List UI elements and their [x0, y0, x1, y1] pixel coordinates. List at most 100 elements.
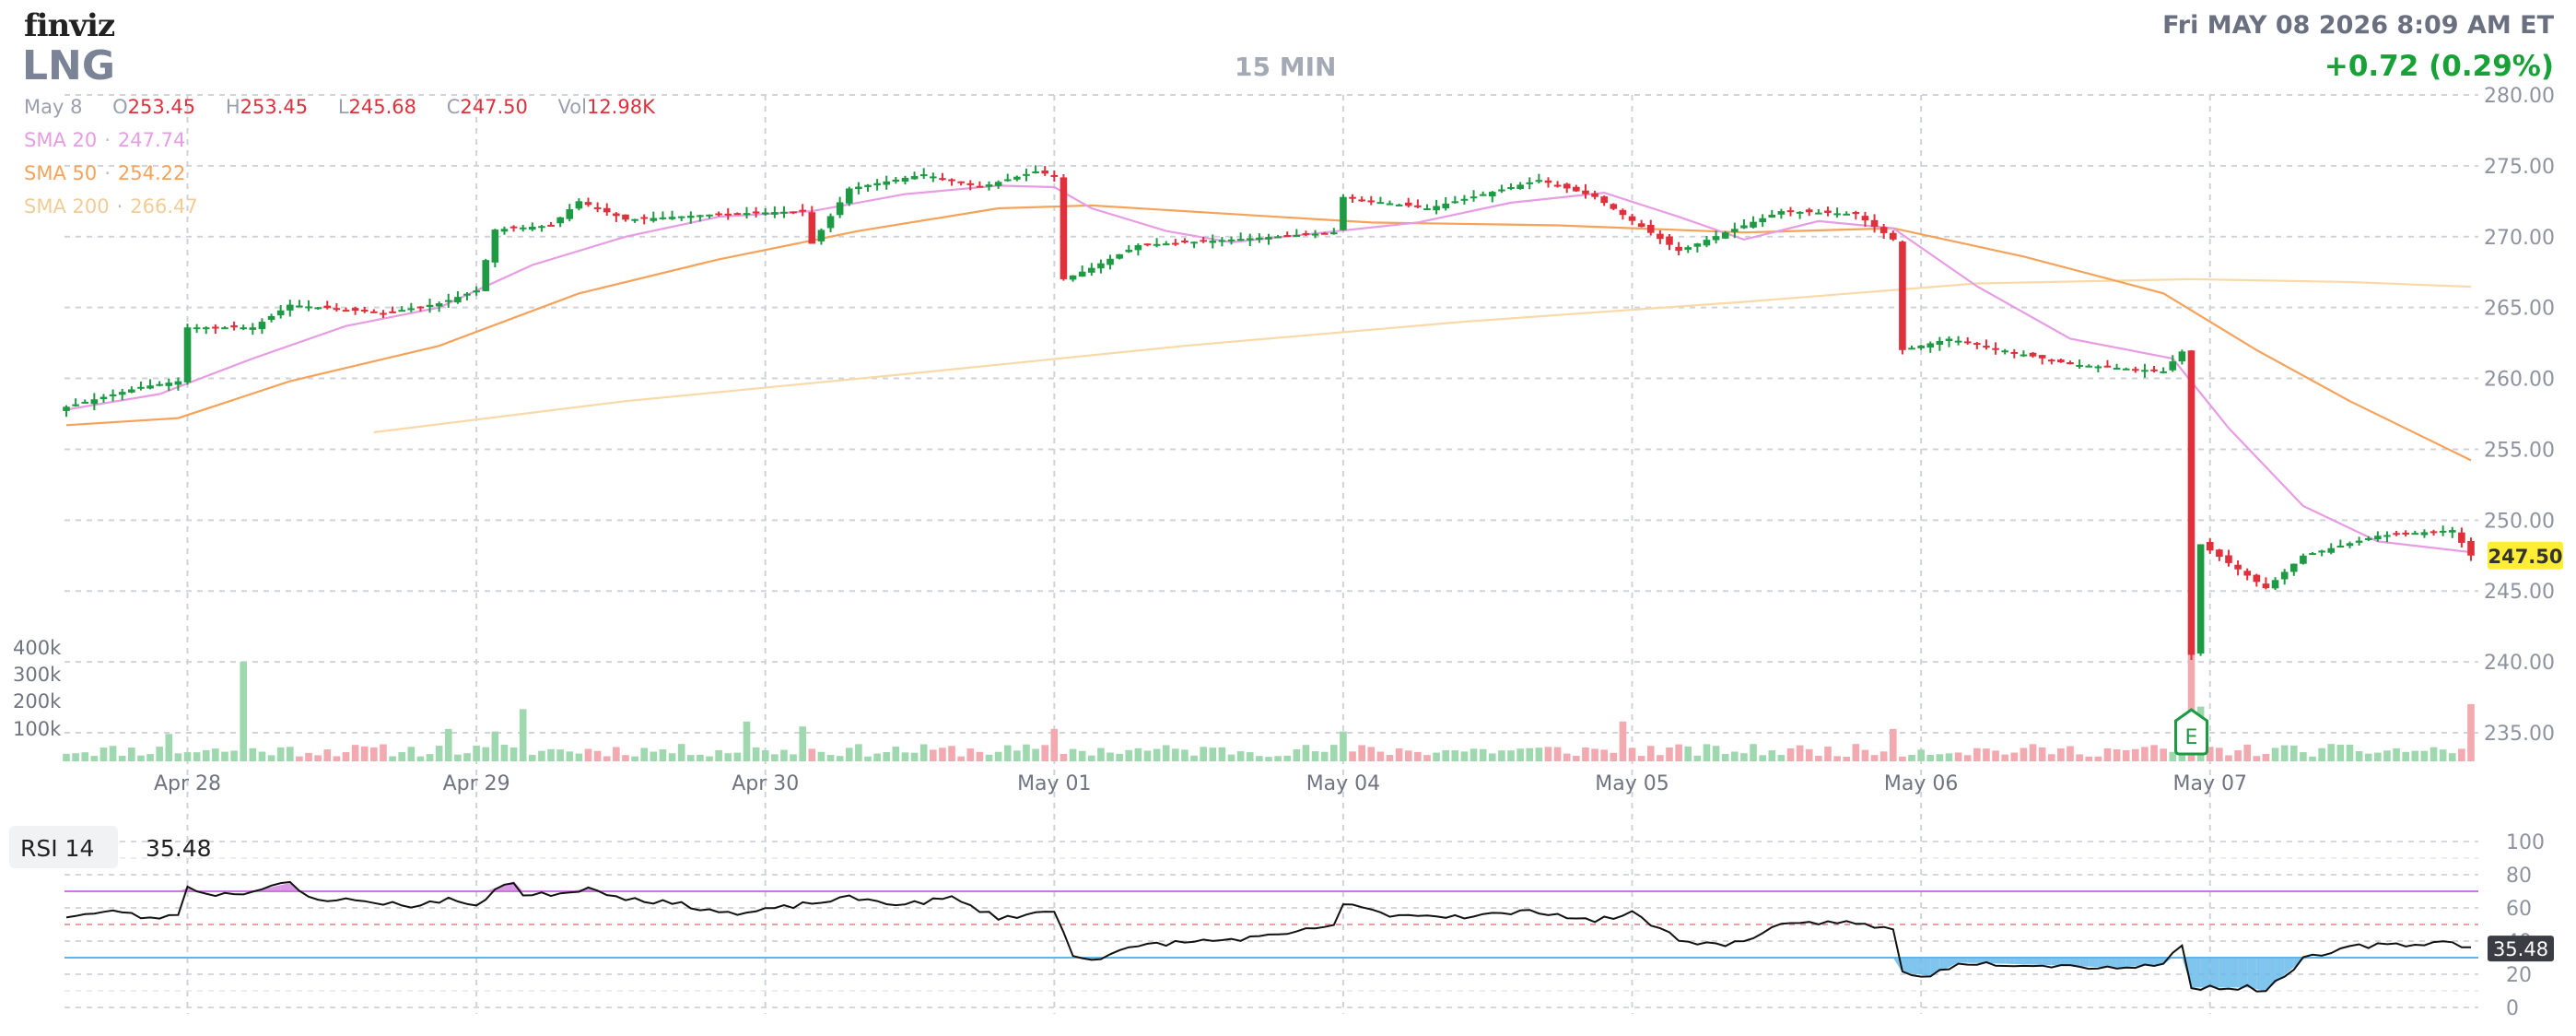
- candle: [1162, 241, 1170, 246]
- candle: [1563, 182, 1571, 194]
- volume-bar: [1917, 749, 1925, 761]
- volume-bar: [1983, 748, 1990, 761]
- candle: [2141, 363, 2149, 378]
- candle: [1414, 199, 1422, 208]
- candle: [1078, 265, 1086, 277]
- candle: [1283, 231, 1292, 238]
- volume-bar: [2336, 744, 2345, 761]
- candle: [1843, 211, 1851, 216]
- candle: [2001, 348, 2008, 355]
- volume-bar: [1573, 755, 1580, 761]
- candle: [482, 258, 490, 292]
- volume-bar: [1460, 751, 1469, 761]
- candle: [1983, 339, 1990, 350]
- close-value: 247.50: [460, 96, 528, 118]
- candle: [2010, 348, 2019, 359]
- volume-bar: [2309, 756, 2316, 761]
- candle: [2309, 551, 2316, 556]
- volume-bar: [416, 756, 425, 761]
- volume-bar: [2216, 748, 2223, 761]
- volume-bar: [575, 753, 583, 761]
- candle: [1759, 214, 1766, 228]
- volume-bar: [677, 744, 685, 761]
- volume-bar: [1637, 756, 1645, 761]
- candle: [957, 181, 965, 186]
- interval-label[interactable]: 15 MIN: [1235, 52, 1337, 82]
- candle: [202, 326, 210, 335]
- date-tick-label: May 05: [1595, 772, 1669, 795]
- price-tick-label: 260.00: [2484, 369, 2555, 392]
- candle: [342, 307, 350, 312]
- volume-bar: [966, 748, 975, 761]
- rsi-label-box[interactable]: [9, 826, 118, 868]
- candle: [566, 204, 574, 222]
- volume-bar: [826, 755, 835, 761]
- volume-bar: [613, 747, 620, 761]
- candle: [1498, 184, 1505, 194]
- sma50-legend[interactable]: SMA 50 · 254.22: [24, 162, 186, 184]
- volume-bar: [1992, 750, 1999, 761]
- volume-bar: [697, 754, 704, 761]
- rsi-oversold-fill: [2228, 958, 2239, 988]
- volume-bar: [202, 749, 210, 761]
- candle: [1917, 345, 1925, 350]
- volume-bar: [1218, 747, 1226, 761]
- candle: [976, 181, 984, 188]
- candle: [2439, 525, 2447, 536]
- candle: [1786, 206, 1795, 217]
- candle: [2029, 351, 2037, 359]
- volume-bar: [1433, 752, 1440, 761]
- price-tick-label: 250.00: [2484, 510, 2555, 533]
- low-value: 245.68: [348, 96, 416, 118]
- volume-bar: [1003, 745, 1012, 761]
- volume-bar: [650, 751, 658, 761]
- volume-bar: [128, 748, 135, 761]
- volume-bar: [240, 662, 248, 761]
- candle: [733, 212, 742, 216]
- sma20-legend[interactable]: SMA 20 · 247.74: [24, 129, 186, 151]
- volume-bar: [836, 756, 844, 761]
- rsi-oversold-fill: [2070, 958, 2080, 967]
- candle: [2364, 536, 2372, 541]
- candle: [1591, 190, 1598, 200]
- last-price-label: 247.50: [2488, 546, 2562, 568]
- candle: [1320, 231, 1329, 235]
- finviz-logo[interactable]: finviz: [24, 7, 115, 44]
- candle: [1731, 222, 1739, 239]
- volume-bar: [1712, 746, 1720, 761]
- candle: [109, 389, 117, 402]
- candle: [715, 211, 722, 217]
- sma200-legend[interactable]: SMA 200 · 266.47: [24, 195, 198, 218]
- volume-bar: [1936, 754, 1944, 761]
- rsi-label: RSI 14: [20, 835, 95, 862]
- chart-grid: [64, 94, 2478, 1014]
- candle: [193, 324, 201, 334]
- volume-bar: [333, 756, 341, 761]
- volume-bar: [733, 752, 742, 761]
- earnings-marker-label: E: [2185, 726, 2198, 749]
- volume-bar: [1246, 752, 1254, 761]
- volume-bar: [556, 749, 564, 761]
- volume-bar: [2067, 746, 2074, 761]
- candle: [128, 386, 135, 394]
- candle: [1824, 206, 1832, 217]
- volume-bar: [715, 749, 722, 761]
- candle: [1879, 224, 1888, 240]
- rsi-oversold-fill: [2060, 958, 2070, 966]
- volume-bar: [2169, 751, 2177, 761]
- volume-bar: [2458, 748, 2465, 761]
- volume-bar: [1954, 752, 1962, 761]
- candle: [930, 172, 937, 182]
- candle: [1087, 263, 1095, 277]
- candle: [771, 206, 779, 218]
- volume-bar: [2160, 748, 2167, 761]
- candle: [72, 398, 79, 407]
- volume-bar: [957, 756, 965, 761]
- price-tick-label: 280.00: [2484, 85, 2555, 108]
- candle: [845, 186, 853, 206]
- rsi-oversold-fill: [2256, 958, 2266, 991]
- volume-bar: [1535, 748, 1543, 761]
- candle: [1861, 211, 1869, 227]
- volume-bar: [2243, 744, 2252, 761]
